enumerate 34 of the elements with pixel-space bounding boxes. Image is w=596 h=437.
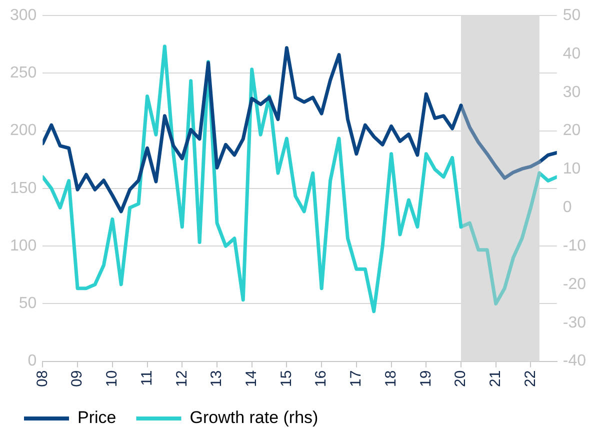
y2-tick-label: 50 [562,7,581,24]
y-tick-label: 0 [28,352,37,370]
x-tick-label: 09 [68,370,86,388]
x-tick-label: 08 [34,370,51,388]
x-tick-label: 17 [348,370,365,388]
y-tick-label: 200 [10,122,37,140]
y2-tick-label: -40 [562,352,586,370]
y2-tick-label: 20 [562,122,581,140]
y-tick-label: 150 [10,180,37,197]
x-tick-label: 11 [138,370,156,386]
y-tick-label: 50 [18,295,37,312]
x-tick-label: 13 [208,370,226,388]
y2-tick-label: -30 [562,314,586,332]
x-tick-label: 18 [382,370,400,388]
y2-tick-label: 40 [562,45,581,62]
y2-tick-label: -20 [562,276,586,293]
x-tick-label: 16 [312,370,330,388]
x-tick-label: 22 [522,370,539,388]
legend-label: Price [78,408,116,428]
legend-label: Growth rate (rhs) [190,408,318,428]
y2-tick-label: -10 [562,237,586,254]
x-tick-label: 15 [278,370,295,388]
y2-tick-label: 0 [562,199,572,216]
y-tick-label: 100 [10,237,37,254]
x-tick-label: 10 [104,370,121,388]
x-tick-label: 20 [452,370,470,388]
x-tick-label: 21 [487,370,504,388]
y-tick-label: 250 [10,64,37,82]
y2-tick-label: 10 [562,160,581,178]
y-tick-label: 300 [10,7,37,24]
x-tick-label: 19 [417,370,434,388]
y2-tick-label: 30 [562,84,581,101]
x-tick-label: 12 [173,370,190,388]
x-tick-label: 14 [242,370,260,388]
